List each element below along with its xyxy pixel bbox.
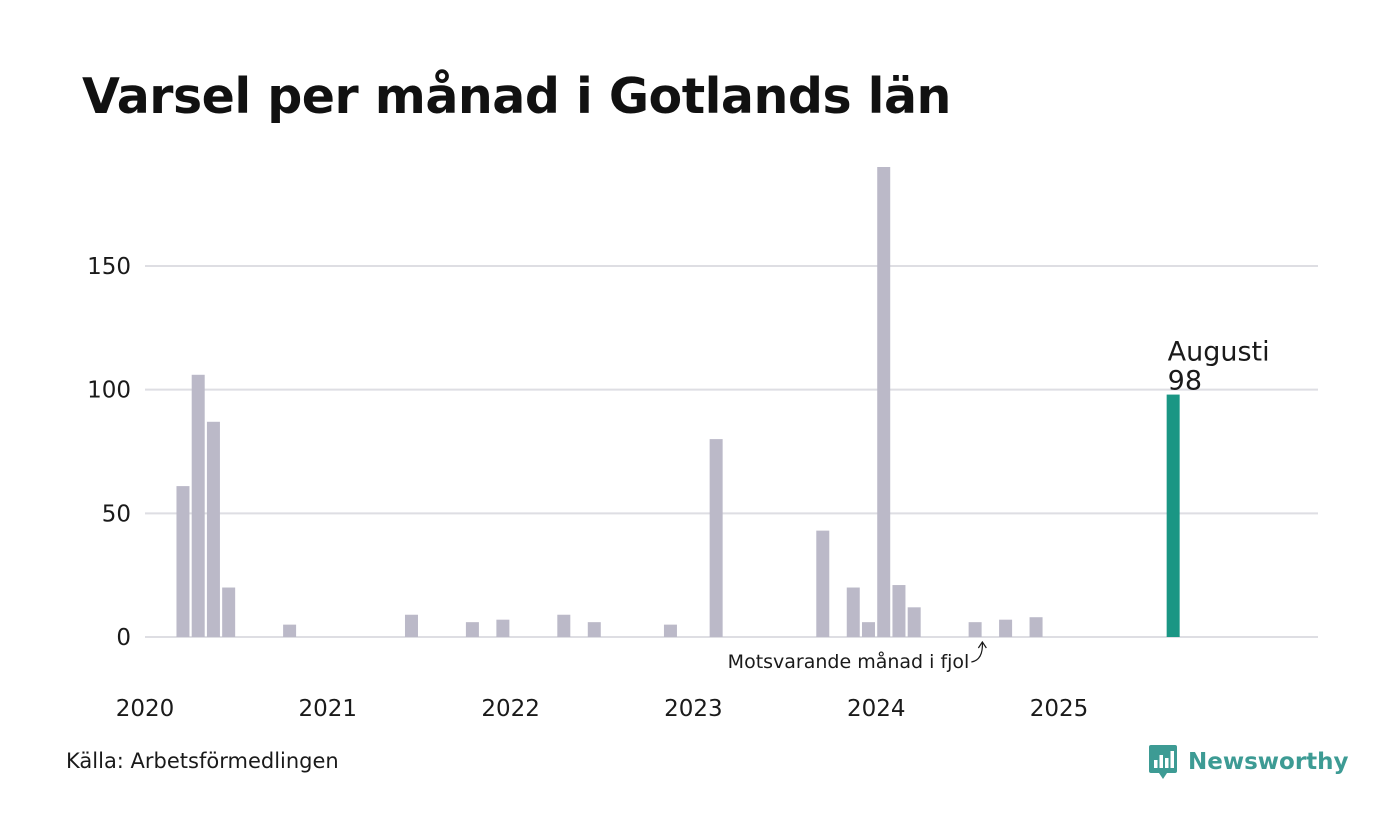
x-tick-label: 2022: [481, 696, 540, 722]
bar: [587, 622, 601, 637]
bar-highlight: [1166, 394, 1180, 637]
bar: [496, 619, 510, 637]
bar: [283, 624, 297, 637]
grid-lines: [145, 264, 1318, 638]
bar: [877, 167, 891, 637]
bar: [709, 439, 723, 637]
brand-logo: Newsworthy: [1148, 742, 1349, 782]
bar: [176, 486, 190, 637]
chart-title: Varsel per månad i Gotlands län: [82, 68, 951, 125]
newsworthy-logo-icon: [1149, 745, 1177, 779]
bars: [176, 167, 1180, 637]
bar: [206, 421, 220, 637]
y-tick-label: 50: [102, 501, 131, 527]
highlight-value-label: 98: [1168, 366, 1202, 397]
bar: [222, 587, 236, 637]
bar: [557, 614, 571, 637]
brand-name: Newsworthy: [1188, 749, 1349, 775]
bar: [663, 624, 677, 637]
bar: [1029, 617, 1043, 637]
x-tick-label: 2023: [664, 696, 723, 722]
bar: [907, 607, 921, 637]
annotation-arrow: [971, 641, 984, 663]
y-tick-label: 0: [116, 625, 131, 651]
annotation-text: Motsvarande månad i fjol: [728, 650, 970, 673]
y-axis-ticks: 0 50 100 150: [87, 254, 131, 651]
bar: [465, 622, 479, 637]
bar: [404, 614, 418, 637]
annotation-arrowhead: [977, 640, 987, 649]
x-tick-label: 2024: [847, 696, 906, 722]
x-tick-label: 2020: [116, 696, 175, 722]
y-tick-label: 150: [87, 254, 131, 280]
bar: [816, 530, 830, 637]
bar: [846, 587, 860, 637]
x-tick-label: 2021: [299, 696, 358, 722]
bar: [968, 622, 982, 637]
highlight-month-label: Augusti: [1168, 337, 1270, 368]
source-note: Källa: Arbetsförmedlingen: [66, 749, 339, 773]
x-axis-ticks: 2020 2021 2022 2023 2024 2025: [116, 696, 1089, 722]
x-tick-label: 2025: [1030, 696, 1089, 722]
bar: [191, 374, 205, 637]
bar: [999, 619, 1013, 637]
bar: [861, 622, 875, 637]
y-tick-label: 100: [87, 378, 131, 404]
bar: [892, 585, 906, 637]
